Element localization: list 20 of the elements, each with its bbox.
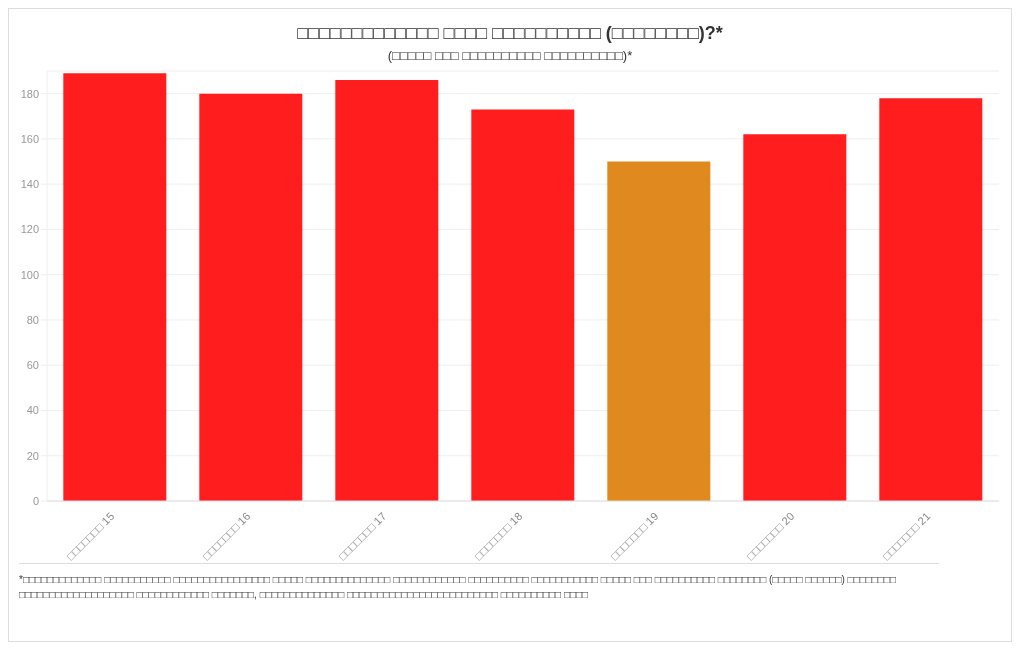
bar: [743, 134, 847, 501]
y-tick-label: 0: [32, 494, 39, 507]
bar: [199, 93, 303, 501]
bar: [879, 98, 983, 501]
text: *□□□□□□□□□□□□□ □□□□□□□□□□□ □□□□□□□□□□□□□□□□ □□□□□ □□□□□□□□□□□□□□ □□□□□□□□□□□□ □□□□□□□□□□ □□□□□□□□□□□ □□□□□ □□□ □□□□□□□□□□ □□□□□□□□ (□□□□□ □□□□□□) □□□□□□□□ □□□□□□□□□□□□□□□□□□□ □□□□□□□□□□□□ □□□□□□□, □□□□□□□□□□□□□□ □□□□□□□□□□□□□□□□□□□□□□□□□ □□□□□□□□□□ □□□□: [19, 573, 897, 602]
y-tick-label: 80: [26, 313, 39, 326]
chart-title: □□□□□□□□□□□□□ □□□□ □□□□□□□□□□ (□□□□□□□□)?*: [296, 23, 724, 44]
bar: [335, 80, 439, 501]
y-tick-label: 60: [26, 359, 39, 372]
y-tick-label: 160: [20, 132, 39, 145]
chart-subtitle: (□□□□□ □□□ □□□□□□□□□□ □□□□□□□□□□)*: [386, 48, 634, 63]
y-tick-label: 40: [26, 404, 39, 417]
y-tick-label: 120: [20, 223, 39, 236]
y-tick-label: 140: [20, 178, 39, 191]
bar: [471, 109, 575, 501]
y-tick-label: 20: [26, 449, 39, 462]
bar: [63, 73, 167, 501]
y-tick-label: 180: [20, 87, 39, 100]
bar: [607, 161, 711, 501]
y-tick-label: 100: [20, 268, 39, 281]
